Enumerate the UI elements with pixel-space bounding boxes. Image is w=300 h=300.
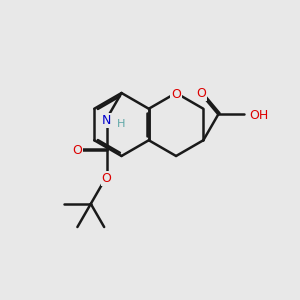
Text: N: N xyxy=(102,114,111,127)
Text: O: O xyxy=(72,144,82,157)
Text: O: O xyxy=(171,88,181,101)
Text: H: H xyxy=(117,119,125,129)
Text: O: O xyxy=(102,172,112,184)
Text: O: O xyxy=(196,87,206,100)
Text: OH: OH xyxy=(250,109,269,122)
